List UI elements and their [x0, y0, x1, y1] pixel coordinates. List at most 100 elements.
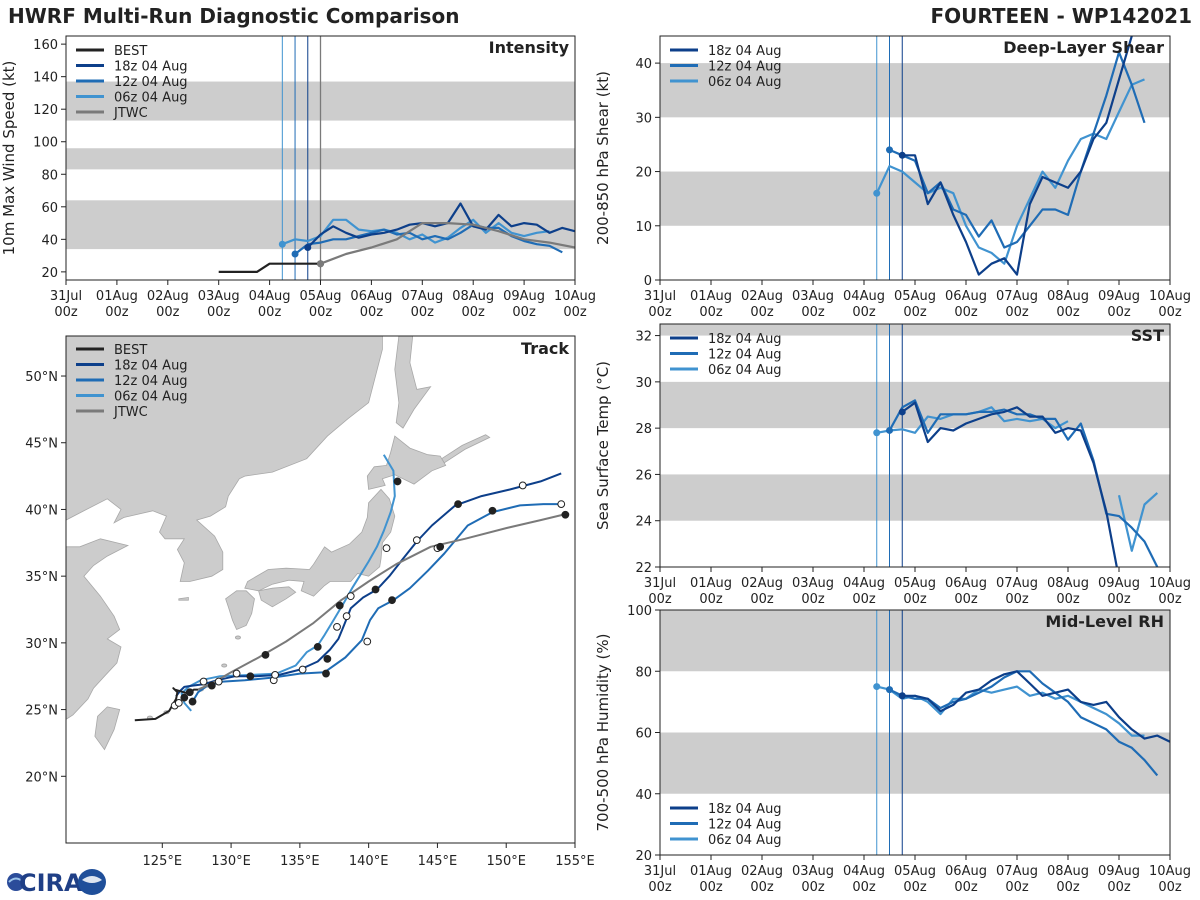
- track-xtick-label: 150°E: [486, 854, 526, 869]
- shear-xtick-label-hour: 00z: [954, 305, 978, 320]
- track-legend-label-2: 12z 04 Aug: [114, 374, 188, 389]
- track-point-17: [333, 622, 341, 631]
- intensity-ytick-label: 40: [41, 233, 58, 248]
- track-point-6: [207, 681, 216, 690]
- track-ytick-label: 30°N: [25, 637, 58, 652]
- shear-start-marker-run18: [898, 151, 906, 159]
- rh-xtick-label-hour: 00z: [903, 880, 927, 895]
- intensity-ylabel: 10m Max Wind Speed (kt): [0, 61, 18, 256]
- intensity-xtick-label-date: 02Aug: [147, 289, 189, 304]
- track-point-8: [232, 669, 241, 678]
- shear-ytick-label: 30: [635, 111, 652, 126]
- land-luzon-edge: [52, 810, 56, 843]
- shear-legend-label-1: 12z 04 Aug: [708, 60, 782, 75]
- track-panel-title: Track: [521, 339, 569, 358]
- intensity-xtick-label-hour: 00z: [258, 305, 282, 320]
- rh-band-0: [660, 732, 1170, 794]
- rh-band-1: [660, 610, 1170, 672]
- rh-xtick-label-date: 08Aug: [1047, 864, 1089, 879]
- intensity-xtick-label-date: 04Aug: [249, 289, 291, 304]
- track-point-14: [261, 650, 270, 659]
- rh-xtick-label-hour: 00z: [852, 880, 876, 895]
- chart-title-left: HWRF Multi-Run Diagnostic Comparison: [8, 4, 460, 28]
- rh-xtick-label-hour: 00z: [648, 880, 672, 895]
- shear-xtick-label-date: 01Aug: [690, 289, 732, 304]
- shear-ytick-label: 10: [635, 220, 652, 235]
- sst-ytick-label: 32: [635, 330, 652, 345]
- land-kyushu: [225, 590, 255, 631]
- intensity-xtick-label-date: 09Aug: [503, 289, 545, 304]
- shear-ylabel: 200-850 hPa Shear (kt): [594, 71, 612, 245]
- rh-ytick-label: 80: [635, 665, 652, 680]
- sst-series-run12-2: [888, 399, 1159, 567]
- rh-xtick-label-date: 03Aug: [792, 864, 834, 879]
- shear-xtick-label-hour: 00z: [1005, 305, 1029, 320]
- intensity-xtick-label-hour: 00z: [54, 305, 78, 320]
- sst-ytick-label: 28: [635, 422, 652, 437]
- shear-xtick-label-date: 06Aug: [945, 289, 987, 304]
- sst-start-marker-run06: [873, 429, 881, 437]
- intensity-xtick-label-date: 01Aug: [96, 289, 138, 304]
- track-point-3: [188, 697, 197, 706]
- intensity-ytick-label: 160: [33, 38, 58, 53]
- shear-xtick-label-date: 31Jul: [644, 289, 676, 304]
- sst-xtick-label-hour: 00z: [801, 592, 825, 607]
- land-sakhalin: [394, 336, 432, 429]
- intensity-xtick-label-date: 31Jul: [50, 289, 82, 304]
- intensity-ytick-label: 100: [33, 136, 58, 151]
- rh-xtick-label-hour: 00z: [954, 880, 978, 895]
- intensity-xtick-label-date: 03Aug: [198, 289, 240, 304]
- track-xtick-label: 155°E: [555, 854, 595, 869]
- shear-band-0: [660, 171, 1170, 226]
- track-point-28: [436, 542, 445, 551]
- sst-start-marker-run18: [898, 408, 906, 416]
- track-point-11: [271, 670, 280, 679]
- intensity-ytick-label: 80: [41, 168, 58, 183]
- intensity-xtick-label-hour: 00z: [309, 305, 333, 320]
- sst-xtick-label-date: 09Aug: [1098, 576, 1140, 591]
- intensity-panel-title: Intensity: [489, 38, 570, 57]
- rh-xtick-label-date: 04Aug: [843, 864, 885, 879]
- rh-panel-title: Mid-Level RH: [1045, 612, 1164, 631]
- rh-series-run12-1: [889, 670, 1159, 777]
- shear-series-run18-2: [902, 36, 1133, 276]
- track-ytick-label: 20°N: [25, 770, 58, 785]
- shear-xtick-label-hour: 00z: [750, 305, 774, 320]
- sst-xtick-label-date: 31Jul: [644, 576, 676, 591]
- sst-xtick-label-hour: 00z: [750, 592, 774, 607]
- rh-xtick-label-date: 09Aug: [1098, 864, 1140, 879]
- track-point-33: [561, 510, 570, 519]
- track-point-1: [174, 699, 183, 707]
- shear-legend-label-2: 06z 04 Aug: [708, 75, 782, 90]
- rh-xtick-label-date: 07Aug: [996, 864, 1038, 879]
- rh-xtick-label-date: 06Aug: [945, 864, 987, 879]
- track-point-21: [363, 637, 372, 646]
- sst-xtick-label-hour: 00z: [1158, 592, 1182, 607]
- track-legend-label-4: JTWC: [113, 405, 148, 420]
- intensity-legend-label-3: 06z 04 Aug: [114, 91, 188, 106]
- intensity-xtick-label-date: 07Aug: [401, 289, 443, 304]
- track-line-run12: [191, 503, 562, 703]
- shear-xtick-label-date: 02Aug: [741, 289, 783, 304]
- track-map-area: [52, 336, 570, 843]
- shear-xtick-label-hour: 00z: [1107, 305, 1131, 320]
- land-mainland: [66, 336, 383, 582]
- intensity-xtick-label-hour: 00z: [512, 305, 536, 320]
- intensity-xtick-label-hour: 00z: [207, 305, 231, 320]
- land-kurils: [441, 434, 491, 464]
- rh-legend-label-2: 06z 04 Aug: [708, 833, 782, 848]
- sst-series-run18-3: [901, 401, 1118, 567]
- intensity-xtick-label-date: 10Aug: [554, 289, 596, 304]
- intensity-ytick-label: 60: [41, 201, 58, 216]
- intensity-xtick-label-hour: 00z: [360, 305, 384, 320]
- track-xtick-label: 140°E: [349, 854, 389, 869]
- shear-panel-title: Deep-Layer Shear: [1003, 38, 1164, 57]
- intensity-series-run12-2: [294, 223, 563, 255]
- shear-xtick-label-hour: 00z: [1056, 305, 1080, 320]
- shear-band-1: [660, 63, 1170, 118]
- sst-xtick-label-date: 07Aug: [996, 576, 1038, 591]
- shear-xtick-label-date: 08Aug: [1047, 289, 1089, 304]
- intensity-xtick-label-date: 06Aug: [350, 289, 392, 304]
- track-legend-label-0: BEST: [114, 343, 147, 358]
- land-taiwan: [94, 706, 121, 751]
